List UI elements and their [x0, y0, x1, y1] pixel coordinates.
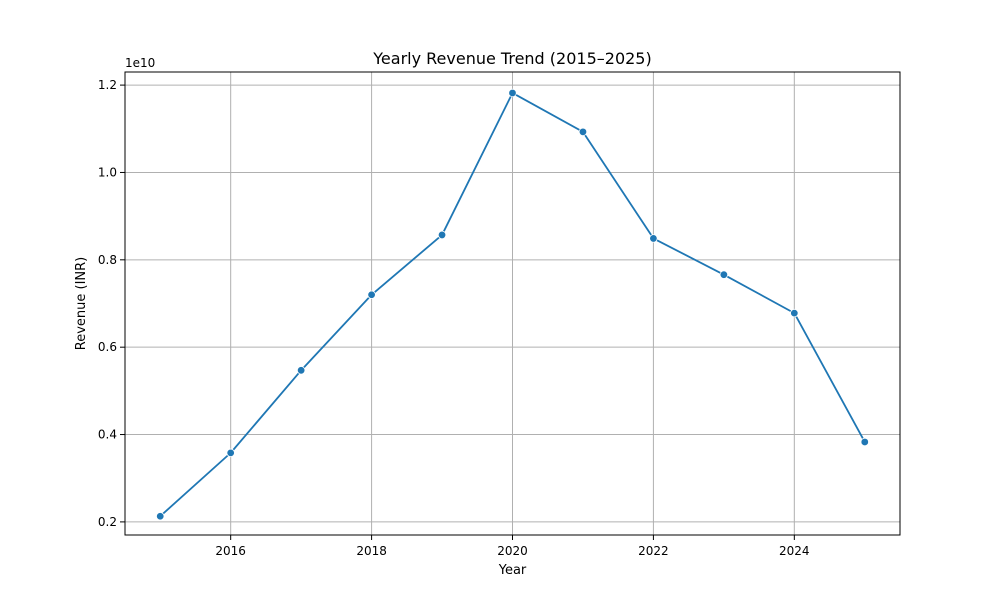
- series: [156, 88, 869, 521]
- grid: [125, 72, 900, 535]
- data-point: [156, 512, 165, 521]
- data-point: [508, 88, 517, 98]
- axis-ticks: 2016 2018 2020 2022 2024 0.2 0.4 0.6 0.8 1.0 1.2: [98, 78, 810, 558]
- data-point: [860, 437, 869, 447]
- data-point: [719, 270, 729, 279]
- y-axis-offset-label: 1e10: [125, 56, 155, 70]
- x-tick-label: 2022: [638, 544, 669, 558]
- x-tick-label: 2024: [779, 544, 810, 558]
- data-point: [790, 308, 799, 318]
- x-tick-label: 2018: [356, 544, 387, 558]
- y-tick-label: 0.6: [98, 340, 117, 354]
- y-axis-label: Revenue (INR): [74, 257, 89, 350]
- y-tick-label: 0.4: [98, 428, 117, 442]
- y-tick-label: 0.2: [98, 515, 117, 529]
- x-axis-label: Year: [498, 563, 527, 578]
- data-point: [226, 448, 235, 458]
- x-tick-label: 2016: [215, 544, 246, 558]
- y-tick-label: 1.2: [98, 78, 117, 92]
- data-point: [649, 234, 658, 243]
- y-tick-label: 0.8: [98, 253, 117, 267]
- data-point: [367, 290, 376, 299]
- x-tick-label: 2020: [497, 544, 528, 558]
- y-tick-label: 1.0: [98, 165, 117, 179]
- data-point: [578, 127, 588, 137]
- data-point: [437, 230, 447, 240]
- data-point: [296, 366, 306, 375]
- chart-title: Yearly Revenue Trend (2015–2025): [372, 49, 651, 68]
